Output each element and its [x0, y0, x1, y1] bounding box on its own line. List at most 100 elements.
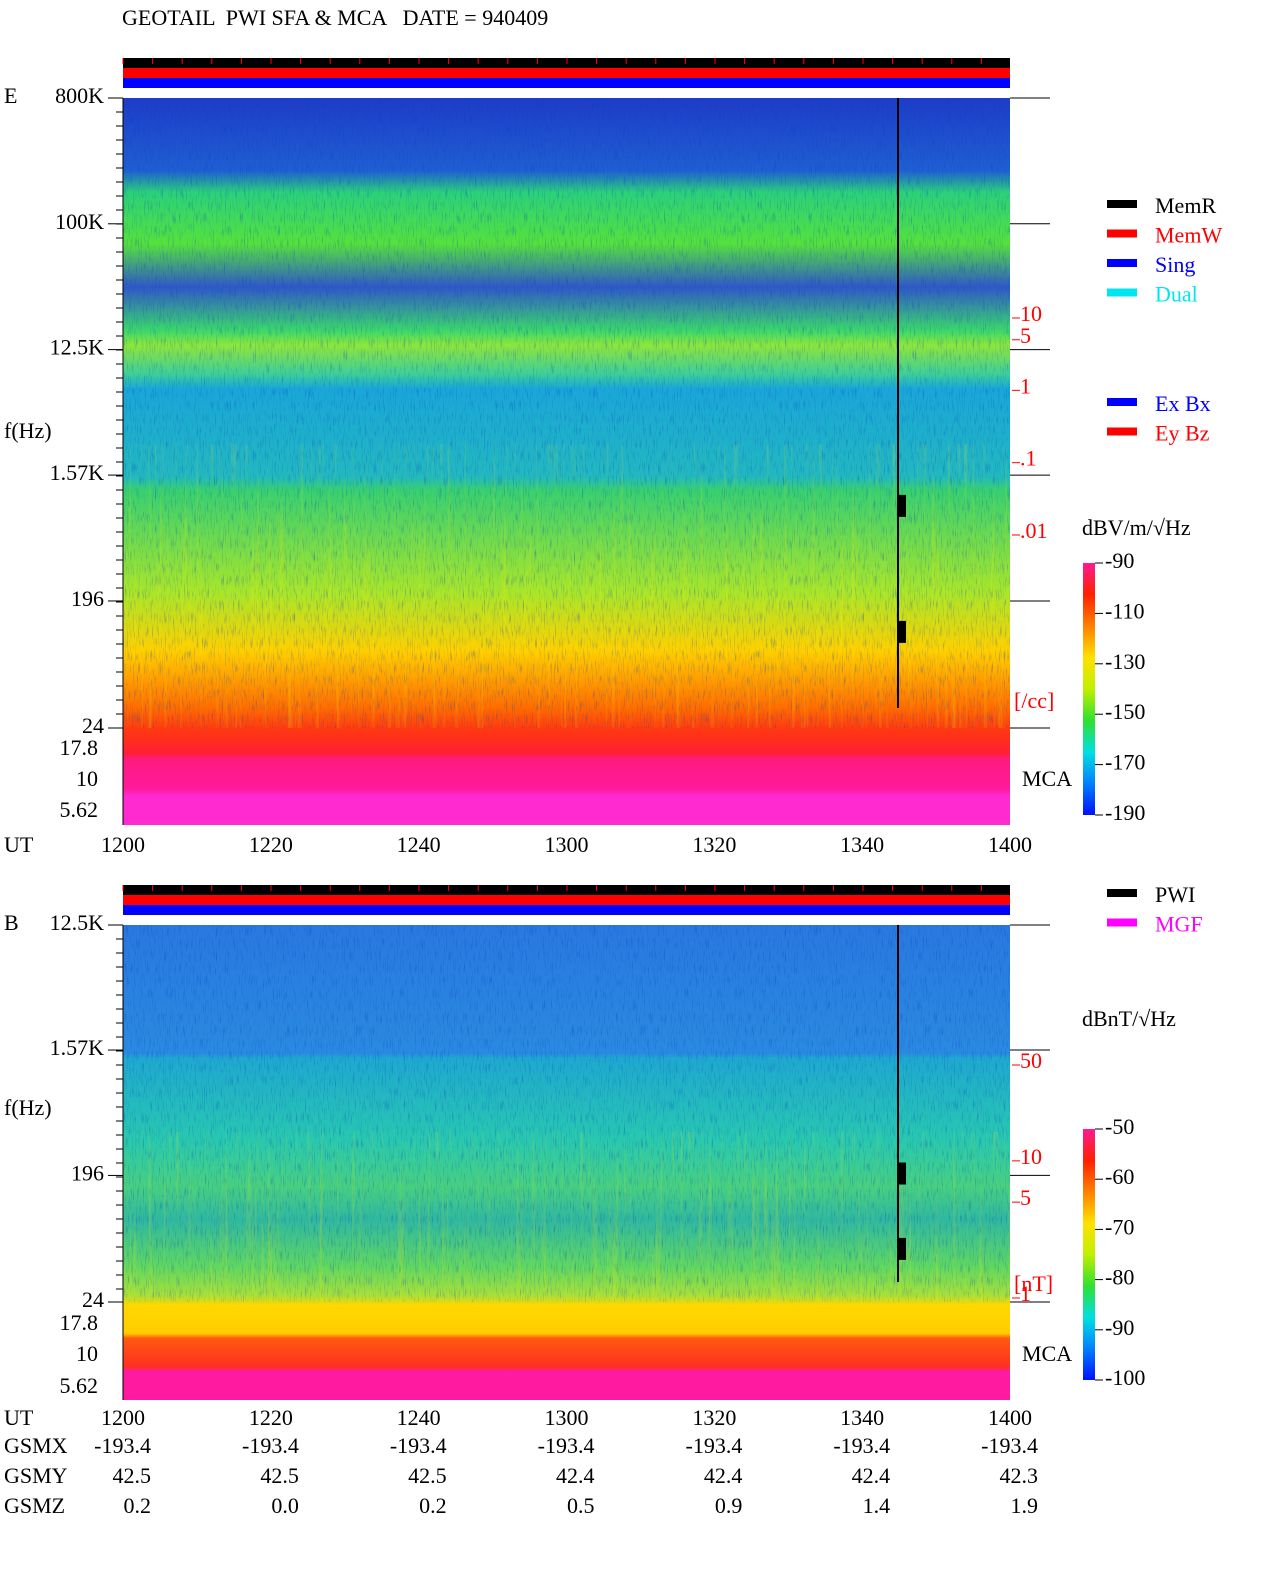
x-tick-label: 1340	[840, 1405, 884, 1430]
legend-swatch	[1107, 889, 1137, 897]
legend-label: PWI	[1155, 882, 1195, 907]
colorbar-tick-label: -170	[1105, 750, 1145, 775]
orbit-value: 1.9	[1011, 1493, 1039, 1518]
density-tick-label: 50	[1020, 1048, 1042, 1073]
orbit-row-label: GSMX	[4, 1433, 68, 1458]
orbit-value: 0.9	[715, 1493, 743, 1518]
x-tick-label: 1240	[397, 1405, 441, 1430]
status-bar	[123, 895, 1010, 905]
orbit-value: 42.3	[1000, 1463, 1039, 1488]
mca-label: MCA	[1022, 1341, 1072, 1366]
orbit-value: 42.4	[704, 1463, 743, 1488]
y-tick-label: 800K	[55, 83, 104, 108]
y-axis-label: f(Hz)	[4, 1095, 52, 1120]
y-tick-label: 24	[82, 713, 104, 738]
spectrogram-streaks	[123, 1132, 1010, 1302]
legend-swatch	[1107, 398, 1137, 406]
y-tick-label: 196	[71, 1160, 104, 1185]
legend-label: MemW	[1155, 223, 1222, 248]
x-axis-label: UT	[4, 1405, 34, 1430]
legend-label: MemR	[1155, 193, 1216, 218]
mca-channel-label: 17.8	[60, 735, 99, 760]
orbit-value: -193.4	[833, 1433, 890, 1458]
orbit-value: 0.0	[271, 1493, 299, 1518]
y-tick-label: 24	[82, 1287, 104, 1312]
orbit-value: 0.5	[567, 1493, 595, 1518]
colorbar-tick-label: -190	[1105, 800, 1145, 825]
panel-label: B	[4, 910, 19, 935]
density-tick-label: .01	[1020, 518, 1048, 543]
x-tick-label: 1240	[397, 832, 441, 857]
colorbar-tick-label: -90	[1105, 1315, 1134, 1340]
x-tick-label: 1300	[545, 1405, 589, 1430]
colorbar-tick-label: -60	[1105, 1164, 1134, 1189]
mca-channel-label: 10	[76, 766, 98, 791]
orbit-value: 42.5	[260, 1463, 299, 1488]
y-tick-label: 12.5K	[50, 335, 105, 360]
status-bar	[123, 78, 1010, 88]
density-unit: [/cc]	[1014, 688, 1054, 713]
mca-channel-label: 5.62	[60, 1373, 99, 1398]
x-tick-label: 1400	[988, 1405, 1032, 1430]
legend-swatch	[1107, 200, 1137, 208]
orbit-row-label: GSMZ	[4, 1493, 65, 1518]
x-tick-label: 1220	[249, 1405, 293, 1430]
x-axis-label: UT	[4, 832, 34, 857]
colorbar-tick-label: -80	[1105, 1265, 1134, 1290]
orbit-row-label: GSMY	[4, 1463, 68, 1488]
density-tick-label: 10	[1020, 301, 1042, 326]
mca-channel-label: 5.62	[60, 797, 99, 822]
y-tick-label: 100K	[55, 209, 104, 234]
orbit-value: -193.4	[686, 1433, 743, 1458]
colorbar-label: dBnT/√Hz	[1082, 1006, 1176, 1031]
y-tick-label: 12.5K	[50, 910, 105, 935]
colorbar-tick-label: -110	[1105, 598, 1145, 623]
legend-label: Dual	[1155, 282, 1198, 307]
x-tick-label: 1300	[545, 832, 589, 857]
orbit-value: 42.4	[556, 1463, 595, 1488]
orbit-value: -193.4	[981, 1433, 1038, 1458]
orbit-value: -193.4	[94, 1433, 151, 1458]
orbit-value: 1.4	[863, 1493, 891, 1518]
status-bar	[123, 68, 1010, 78]
orbit-value: -193.4	[242, 1433, 299, 1458]
mca-channel-label: 17.8	[60, 1310, 99, 1335]
density-tick-label: 1	[1020, 1281, 1031, 1306]
legend-label: Ey Bz	[1155, 421, 1210, 446]
orbit-value: 42.5	[408, 1463, 447, 1488]
colorbar	[1083, 563, 1095, 815]
density-unit: [nT]	[1014, 1271, 1053, 1296]
colorbar-tick-label: -70	[1105, 1214, 1134, 1239]
legend-label: MGF	[1155, 912, 1203, 937]
density-tick-label: 5	[1020, 323, 1031, 348]
spectrogram-streaks	[123, 444, 1010, 728]
legend-label: Sing	[1155, 252, 1195, 277]
colorbar-tick-label: -150	[1105, 699, 1145, 724]
colorbar-tick-label: -130	[1105, 649, 1145, 674]
y-tick-label: 196	[71, 586, 104, 611]
mca-label: MCA	[1022, 766, 1072, 791]
colorbar-tick-label: -50	[1105, 1114, 1134, 1139]
density-tick-label: 1	[1020, 373, 1031, 398]
x-tick-label: 1200	[101, 1405, 145, 1430]
legend-swatch	[1107, 288, 1137, 297]
data-gap	[898, 1162, 906, 1185]
orbit-value: 0.2	[124, 1493, 152, 1518]
colorbar-label: dBV/m/√Hz	[1082, 515, 1191, 540]
legend-swatch	[1107, 427, 1137, 436]
colorbar	[1083, 1129, 1095, 1380]
figure-title: GEOTAIL PWI SFA & MCA DATE = 940409	[122, 5, 548, 30]
orbit-value: 0.2	[419, 1493, 447, 1518]
x-tick-label: 1340	[840, 832, 884, 857]
legend-swatch	[1107, 918, 1137, 927]
data-gap	[898, 494, 906, 517]
density-tick-label: .1	[1020, 446, 1037, 471]
legend-label: Ex Bx	[1155, 391, 1211, 416]
panel-label: E	[4, 83, 17, 108]
legend-swatch	[1107, 259, 1137, 267]
orbit-value: -193.4	[390, 1433, 447, 1458]
